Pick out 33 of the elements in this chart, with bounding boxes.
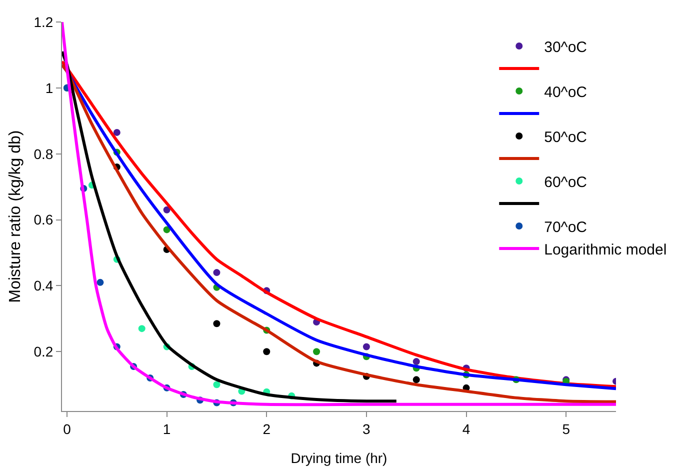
point (263, 348, 270, 356)
point (113, 128, 120, 136)
x-axis-title: Drying time (hr) (290, 450, 388, 466)
legend-label: 60^oC (544, 174, 588, 191)
legend-label: 30^oC (544, 38, 588, 56)
x-tick-label: 2 (262, 420, 271, 437)
legend-label: 70^oC (544, 218, 588, 236)
x-tick-label: 3 (362, 420, 371, 437)
x-tick-label: 1 (162, 420, 171, 437)
point (213, 381, 220, 388)
point (163, 206, 170, 214)
x-tick-label: 4 (462, 420, 470, 437)
point (412, 376, 420, 384)
x-tick-label: 0 (63, 420, 72, 437)
line-series (62, 50, 398, 403)
point (96, 278, 104, 286)
y-tick-label: 0.4 (34, 278, 54, 294)
legend-label: 50^oC (544, 128, 588, 146)
legend-label: Logarithmic model (544, 241, 667, 258)
point (213, 320, 220, 328)
y-tick-label: 1.2 (34, 14, 54, 30)
y-tick-label: 1 (45, 80, 54, 96)
point (412, 358, 420, 366)
y-tick-label: 0.8 (34, 146, 54, 162)
legend-label: 40^oC (544, 84, 588, 101)
y-tick-label: 0.6 (34, 212, 54, 228)
point (138, 325, 146, 332)
y-axis-title: Moisture ratio (kg/kg db) (7, 130, 24, 303)
point (313, 348, 320, 356)
x-tick-label: 5 (562, 420, 570, 437)
point (213, 269, 220, 276)
point (362, 343, 370, 350)
y-tick-label: 0.2 (34, 344, 54, 360)
